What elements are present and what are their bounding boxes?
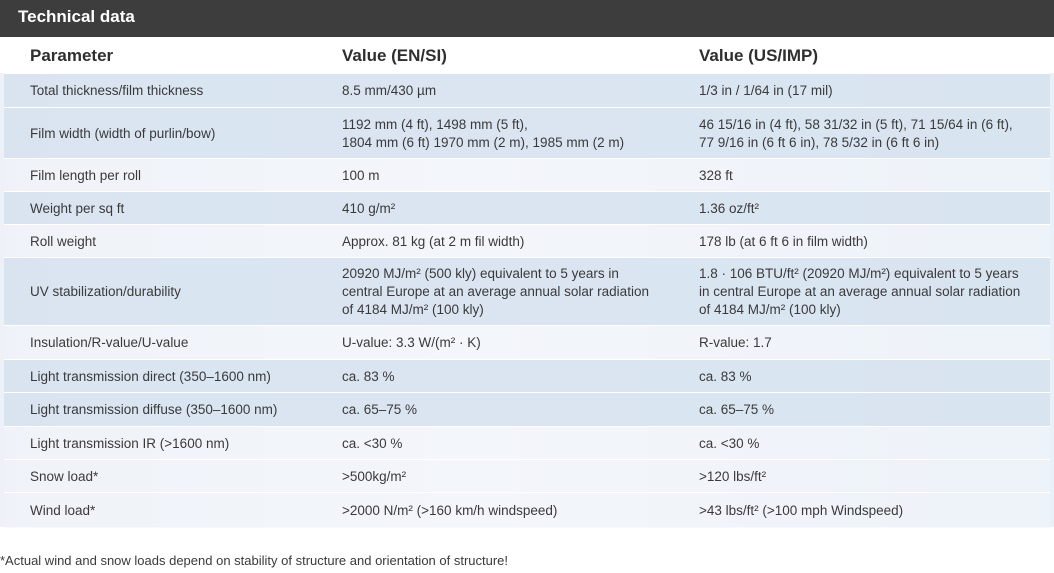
parameter-cell: Total thickness/film thickness (30, 83, 204, 98)
table-row: Roll weight Approx. 81 kg (at 2 m fil wid… (4, 224, 1050, 258)
value-us-cell: 1.36 oz/ft² (699, 200, 760, 216)
value-si-cell: ca. 83 % (342, 368, 395, 384)
value-si-cell: ca. <30 % (342, 435, 403, 451)
value-si-cell: >500kg/m² (342, 468, 407, 484)
value-us-cell: >43 lbs/ft² (>100 mph Windspeed) (699, 502, 904, 518)
column-header-value-us: Value (US/IMP) (699, 46, 819, 65)
section-title: Technical data (18, 7, 135, 26)
parameter-cell: Film width (width of purlin/bow) (30, 125, 216, 141)
value-si-cell: 8.5 mm/430 µm (342, 83, 437, 98)
table-row: UV stabilization/durability 20920 MJ/m² (… (4, 257, 1050, 326)
table-row: Film width (width of purlin/bow) 1192 mm … (4, 107, 1050, 159)
value-us-cell: R-value: 1.7 (699, 335, 772, 350)
parameter-cell: Light transmission direct (350–1600 nm) (30, 368, 271, 384)
table-row: Light transmission direct (350–1600 nm) c… (4, 359, 1050, 393)
table-row: Light transmission diffuse (350–1600 nm)… (4, 392, 1050, 427)
value-us-cell: ca. <30 % (699, 435, 760, 451)
table-row: Film length per roll 100 m 328 ft (4, 158, 1050, 192)
parameter-cell: Wind load* (30, 502, 96, 518)
section-header: Technical data (0, 0, 1054, 37)
table-row: Snow load* >500kg/m² >120 lbs/ft² (4, 459, 1050, 493)
parameter-cell: Weight per sq ft (30, 200, 125, 216)
table-row: Light transmission IR (>1600 nm) ca. <30 … (4, 426, 1050, 460)
value-us-cell: 46 15/16 in (4 ft), 58 31/32 in (5 ft), … (699, 116, 1013, 150)
technical-data-table: Parameter Value (EN/SI) Value (US/IMP) T… (0, 37, 1054, 528)
value-us-cell: 1/3 in / 1/64 in (17 mil) (699, 83, 833, 98)
parameter-cell: Roll weight (30, 233, 97, 249)
value-us-cell: 328 ft (699, 167, 733, 183)
value-si-cell: Approx. 81 kg (at 2 m fil width) (342, 233, 525, 249)
value-si-cell: 1192 mm (4 ft), 1498 mm (5 ft), 1804 mm … (342, 116, 625, 150)
table-row: Wind load* >2000 N/m² (>160 km/h windspee… (4, 492, 1050, 528)
value-si-cell: U-value: 3.3 W/(m² · K) (342, 335, 481, 350)
value-si-cell: ca. 65–75 % (342, 402, 418, 417)
table-row: Weight per sq ft 410 g/m² 1.36 oz/ft² (4, 191, 1050, 225)
value-us-cell: 178 lb (at 6 ft 6 in film width) (699, 233, 868, 249)
table-row: Insulation/R-value/U-value U-value: 3.3 W… (4, 325, 1050, 360)
column-header-parameter: Parameter (30, 46, 114, 65)
parameter-cell: Light transmission IR (>1600 nm) (30, 435, 230, 451)
footnote: *Actual wind and snow loads depend on st… (0, 553, 509, 568)
value-si-cell: 100 m (342, 167, 380, 183)
table-row: Total thickness/film thickness 8.5 mm/430… (4, 73, 1050, 108)
parameter-cell: Film length per roll (30, 167, 142, 183)
value-us-cell: 1.8 · 106 BTU/ft² (20920 MJ/m²) equivale… (699, 266, 1021, 317)
value-us-cell: >120 lbs/ft² (699, 468, 767, 484)
value-si-cell: 410 g/m² (342, 200, 396, 216)
parameter-cell: Insulation/R-value/U-value (30, 335, 189, 350)
parameter-cell: UV stabilization/durability (30, 284, 181, 299)
parameter-cell: Light transmission diffuse (350–1600 nm) (30, 402, 278, 417)
parameter-cell: Snow load* (30, 468, 99, 484)
column-header-value-si: Value (EN/SI) (342, 46, 447, 65)
value-us-cell: ca. 65–75 % (699, 402, 775, 417)
value-si-cell: >2000 N/m² (>160 km/h windspeed) (342, 502, 558, 518)
value-us-cell: ca. 83 % (699, 368, 752, 384)
table-header-row: Parameter Value (EN/SI) Value (US/IMP) (0, 37, 1054, 73)
value-si-cell: 20920 MJ/m² (500 kly) equivalent to 5 ye… (342, 266, 649, 317)
